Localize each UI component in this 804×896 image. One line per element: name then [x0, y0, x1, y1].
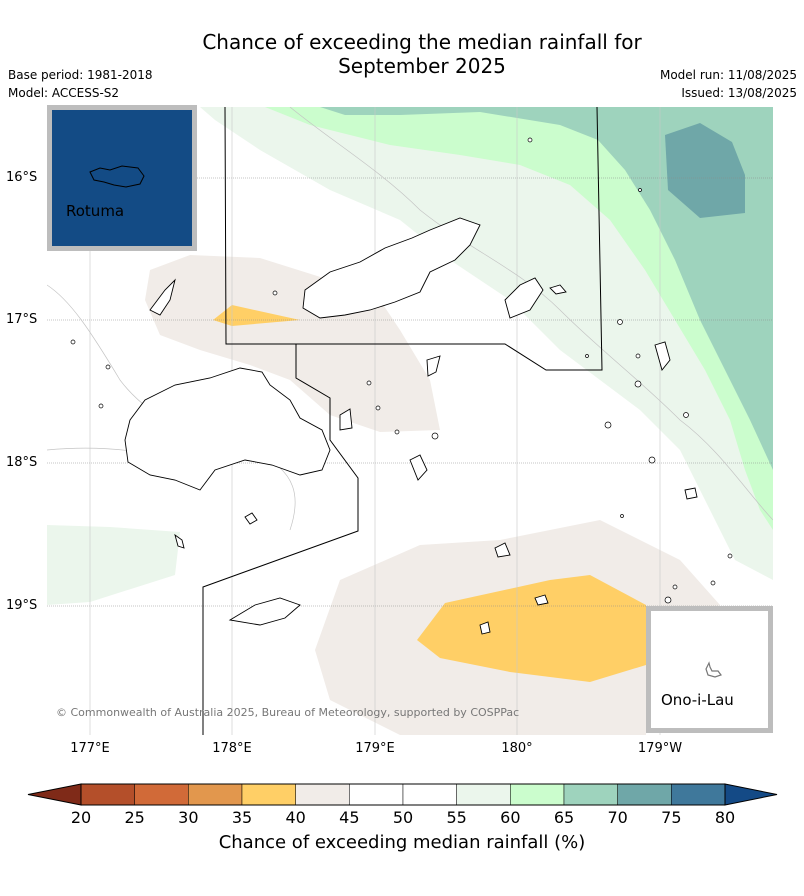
colorbar-tick-60: 60	[500, 808, 521, 827]
issued-date: Issued: 13/08/2025	[681, 86, 797, 100]
colorbar-segment-40-45	[295, 783, 350, 806]
small-islets	[70, 137, 733, 604]
lon-label-180: 180°	[501, 741, 533, 756]
rotuma-island-shape	[89, 165, 145, 188]
colorbar-tick-35: 35	[231, 808, 253, 827]
shade-35-40-upper	[213, 305, 300, 326]
vanua-levu	[302, 217, 481, 319]
lat-label-16s: 16°S	[6, 170, 38, 185]
colorbar-segment-65-70	[563, 783, 618, 806]
colorbar-segment-25-30	[134, 783, 189, 806]
colorbar-segment-55-60	[456, 783, 511, 806]
colorbar-tick-40: 40	[285, 808, 306, 827]
eez-boundary	[202, 107, 603, 735]
meta-right: Model run: 11/08/2025 Issued: 13/08/2025	[660, 66, 797, 102]
colorbar-segment-35-40	[241, 783, 296, 806]
colorbar	[27, 783, 778, 806]
model-run: Model run: 11/08/2025	[659, 68, 797, 82]
colorbar-extend-high	[724, 783, 778, 806]
colorbar-tick-25: 25	[124, 808, 145, 827]
model-name: Model: ACCESS-S2	[8, 86, 120, 100]
colorbar-extend-low	[27, 783, 82, 806]
lon-label-178e: 178°E	[212, 741, 252, 756]
map-area	[47, 107, 773, 735]
base-period: Base period: 1981-2018	[8, 68, 153, 82]
shade-55-60-west	[47, 525, 180, 605]
colorbar-tick-55: 55	[446, 808, 467, 827]
colorbar-tick-80: 80	[714, 808, 736, 827]
colorbar-segment-20-25	[80, 783, 135, 806]
title-line-1: Chance of exceeding the median rainfall …	[202, 30, 642, 54]
lon-label-179e: 179°E	[355, 741, 395, 756]
title-line-2: September 2025	[338, 54, 506, 78]
inset-rotuma: Rotuma	[47, 105, 197, 251]
ono-island-shape	[705, 661, 722, 678]
colorbar-tick-65: 65	[553, 808, 575, 827]
colorbar-title: Chance of exceeding median rainfall (%)	[218, 832, 586, 853]
colorbar-segment-60-65	[510, 783, 565, 806]
taveuni	[504, 277, 544, 319]
colorbar-segment-50-55	[402, 783, 457, 806]
colorbar-tick-20: 20	[70, 808, 92, 827]
colorbar-segment-45-50	[349, 783, 404, 806]
lon-label-179w: 179°W	[637, 741, 683, 756]
islands	[124, 217, 698, 635]
inset-ono-label: Ono-i-Lau	[661, 691, 734, 709]
colorbar-tick-75: 75	[661, 808, 682, 827]
lat-label-19s: 19°S	[6, 598, 38, 613]
lon-label-177e: 177°E	[70, 741, 110, 756]
shade-70-75	[665, 123, 745, 218]
colorbar-tick-70: 70	[607, 808, 628, 827]
colorbar-segment-30-35	[188, 783, 243, 806]
meta-left: Base period: 1981-2018 Model: ACCESS-S2	[8, 66, 153, 102]
inset-ono-i-lau: Ono-i-Lau	[646, 606, 773, 733]
inset-rotuma-label: Rotuma	[66, 202, 125, 220]
colorbar-segment-75-80	[671, 783, 726, 806]
viti-levu	[124, 367, 331, 491]
colorbar-segment-70-75	[617, 783, 672, 806]
lat-label-17s: 17°S	[6, 312, 38, 327]
map-svg	[47, 107, 773, 735]
shade-60-65	[265, 107, 773, 530]
shade-35-40-lower	[417, 575, 646, 682]
map-title: Chance of exceeding the median rainfall …	[150, 30, 694, 78]
lat-label-18s: 18°S	[6, 455, 38, 470]
colorbar-tick-50: 50	[392, 808, 414, 827]
copyright-notice: © Commonwealth of Australia 2025, Bureau…	[56, 706, 520, 719]
colorbar-tick-45: 45	[339, 808, 360, 827]
colorbar-tick-30: 30	[178, 808, 199, 827]
kadavu	[228, 597, 301, 626]
colorbar-outline	[80, 783, 726, 806]
